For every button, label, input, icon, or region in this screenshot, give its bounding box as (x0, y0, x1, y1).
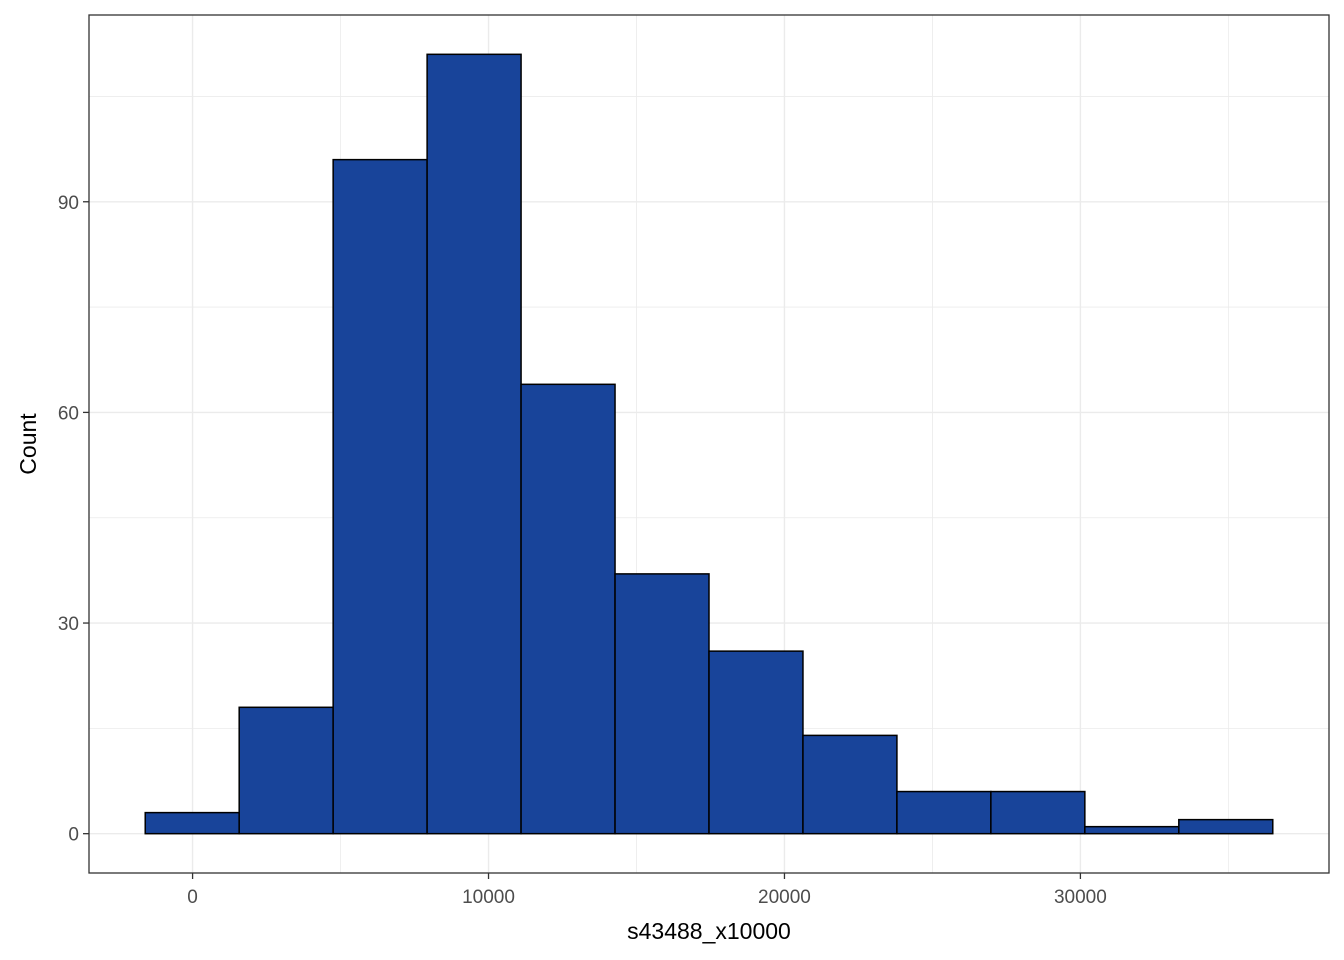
histogram-bar-8 (896, 790, 992, 835)
histogram-bar-9 (990, 790, 1086, 835)
y-tick-label: 60 (58, 403, 79, 424)
histogram-bar-2 (332, 158, 428, 835)
y-tick-label: 90 (58, 193, 79, 214)
histogram-bar-4 (520, 383, 616, 835)
histogram-bar-7 (802, 734, 898, 835)
histogram-bar-6 (708, 650, 804, 835)
histogram-bars (144, 53, 1274, 835)
y-axis-title: Count (15, 413, 41, 475)
histogram-bar-3 (426, 53, 522, 835)
x-axis-ticks: 0 10000 20000 30000 (187, 873, 1107, 908)
x-tick-label: 30000 (1054, 887, 1107, 908)
y-tick-label: 0 (68, 825, 79, 846)
x-axis-title: s43488_x10000 (627, 918, 791, 944)
histogram-bar-0 (144, 811, 240, 835)
y-tick-label: 30 (58, 614, 79, 635)
histogram-bar-11 (1178, 818, 1274, 835)
y-axis-ticks: 0 30 60 90 (58, 193, 89, 846)
histogram-bar-10 (1084, 825, 1180, 835)
panel-border (88, 14, 1330, 874)
histogram-bar-5 (614, 573, 710, 835)
x-tick-label: 0 (187, 887, 198, 908)
x-tick-label: 20000 (758, 887, 811, 908)
grid-minor-lines (89, 15, 1329, 873)
x-tick-label: 10000 (462, 887, 515, 908)
histogram-bar-1 (238, 706, 334, 835)
